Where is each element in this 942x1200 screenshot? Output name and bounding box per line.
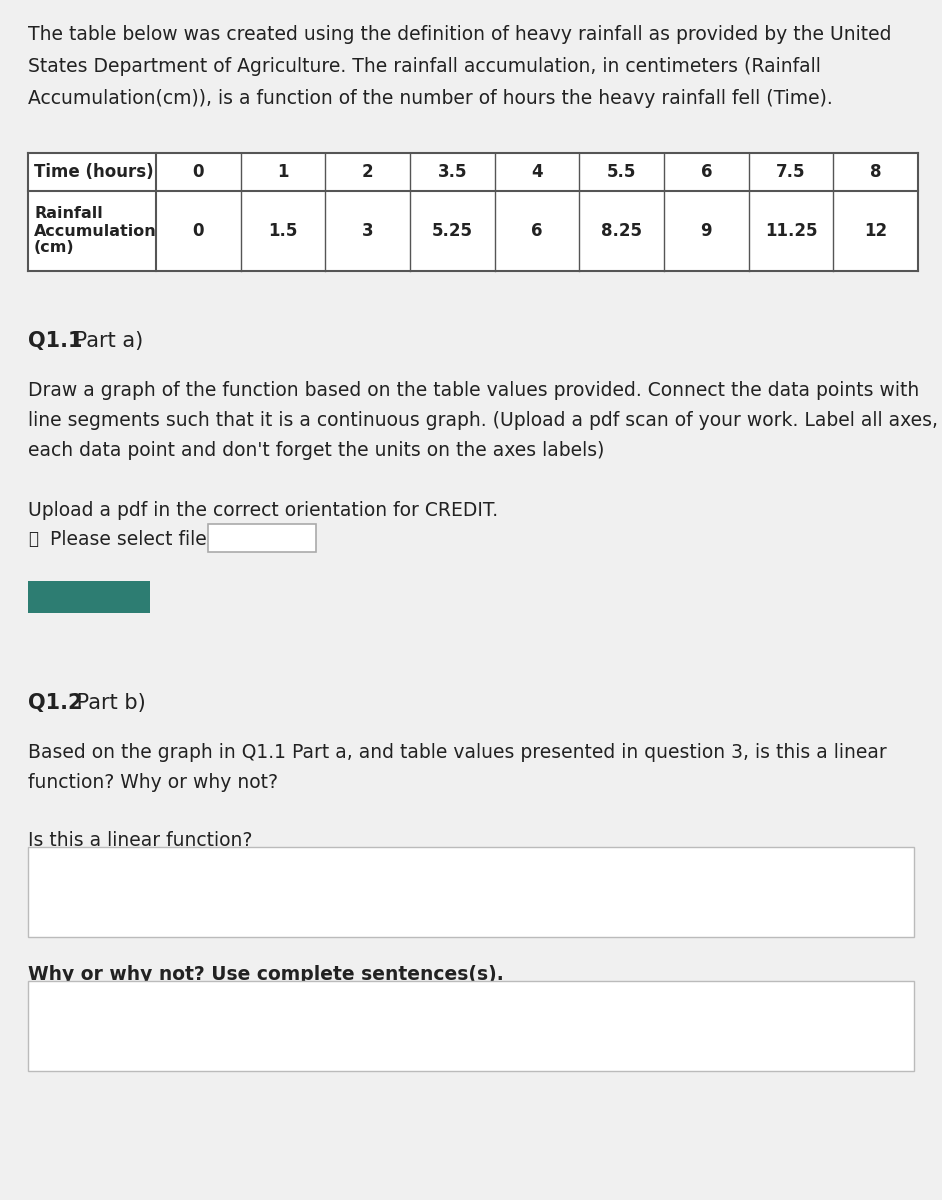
Text: 8: 8: [869, 163, 882, 181]
Text: The table below was created using the definition of heavy rainfall as provided b: The table below was created using the de…: [28, 25, 891, 44]
Bar: [208, 524, 316, 552]
Text: 3.5: 3.5: [438, 163, 467, 181]
Text: 4: 4: [531, 163, 543, 181]
Text: 5.25: 5.25: [431, 222, 473, 240]
Bar: [28, 152, 918, 271]
Text: Enter your answer here: Enter your answer here: [38, 862, 243, 878]
Text: 9: 9: [701, 222, 712, 240]
Bar: [28, 581, 150, 613]
Text: 0: 0: [192, 222, 204, 240]
Text: (cm): (cm): [34, 240, 74, 256]
Text: Draw a graph of the function based on the table values provided. Connect the dat: Draw a graph of the function based on th…: [28, 382, 919, 400]
Text: function? Why or why not?: function? Why or why not?: [28, 773, 278, 792]
Text: Q1.1: Q1.1: [28, 331, 83, 350]
Text: Based on the graph in Q1.1 Part a, and table values presented in question 3, is : Based on the graph in Q1.1 Part a, and t…: [28, 743, 886, 762]
Text: Why or why not? Use complete sentences(s).: Why or why not? Use complete sentences(s…: [28, 965, 504, 984]
Text: Please select file(s): Please select file(s): [50, 529, 231, 548]
Text: 3: 3: [362, 222, 373, 240]
Text: line segments such that it is a continuous graph. (Upload a pdf scan of your wor: line segments such that it is a continuo…: [28, 410, 938, 430]
Text: 11.25: 11.25: [765, 222, 818, 240]
Text: Time (hours): Time (hours): [34, 163, 154, 181]
Text: 2: 2: [362, 163, 373, 181]
Text: Upload a pdf in the correct orientation for CREDIT.: Upload a pdf in the correct orientation …: [28, 502, 498, 520]
Bar: [28, 847, 914, 937]
Text: 8.25: 8.25: [601, 222, 642, 240]
Text: States Department of Agriculture. The rainfall accumulation, in centimeters (Rai: States Department of Agriculture. The ra…: [28, 56, 820, 76]
Bar: [28, 982, 914, 1070]
Text: 6: 6: [701, 163, 712, 181]
Text: Part a): Part a): [68, 331, 143, 350]
Text: Accumulation(cm)), is a function of the number of hours the heavy rainfall fell : Accumulation(cm)), is a function of the …: [28, 89, 833, 108]
Text: 6: 6: [531, 222, 543, 240]
Text: Q1.2: Q1.2: [28, 692, 83, 713]
Text: Accumulation: Accumulation: [34, 223, 156, 239]
Text: Select file(s): Select file(s): [210, 529, 314, 547]
Text: Is this a linear function?: Is this a linear function?: [28, 830, 252, 850]
Text: Part b): Part b): [70, 692, 146, 713]
Text: Enter your answer here: Enter your answer here: [38, 995, 243, 1013]
Text: 1: 1: [277, 163, 289, 181]
Text: 12: 12: [864, 222, 887, 240]
Text: each data point and don't forget the units on the axes labels): each data point and don't forget the uni…: [28, 440, 605, 460]
Text: 5.5: 5.5: [607, 163, 637, 181]
Text: Rainfall: Rainfall: [34, 206, 103, 222]
Text: 0: 0: [192, 163, 204, 181]
Text: Save Answer: Save Answer: [28, 588, 150, 606]
Text: 📄: 📄: [28, 530, 38, 548]
Text: 7.5: 7.5: [776, 163, 805, 181]
Text: 1.5: 1.5: [268, 222, 298, 240]
